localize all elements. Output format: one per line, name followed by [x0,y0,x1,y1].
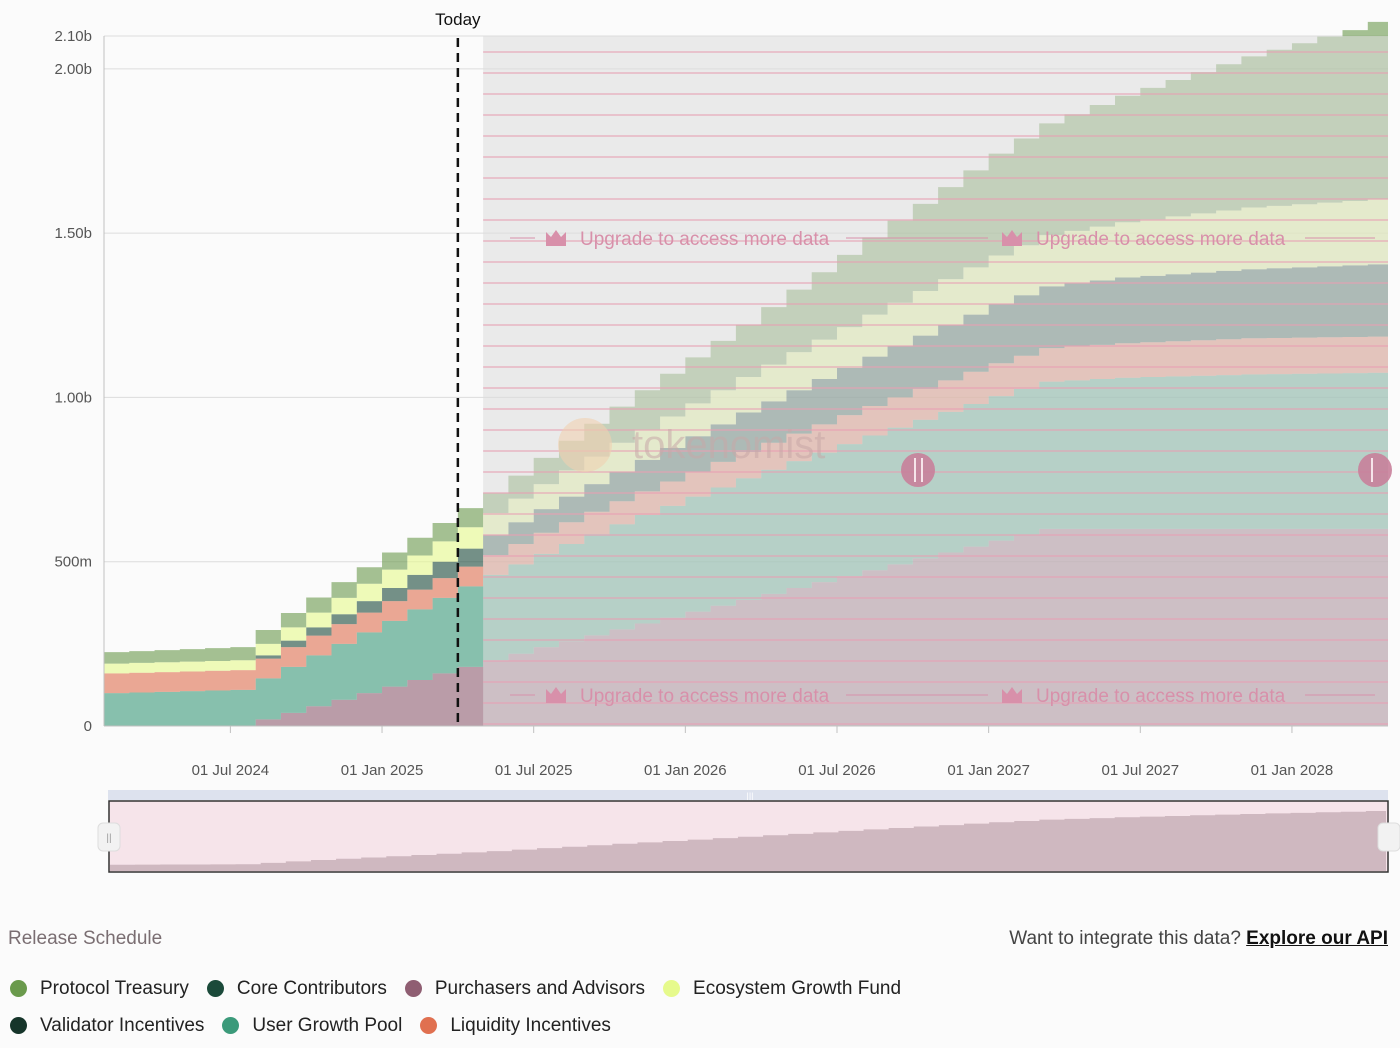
x-tick-label: 01 Jan 2028 [1251,762,1334,779]
upgrade-handle-right[interactable] [1358,453,1392,487]
today-marker: Today [435,10,481,726]
locked-region [483,36,1388,726]
explore-api-link[interactable]: Explore our API [1246,928,1388,949]
navigator-left-handle[interactable] [97,822,121,852]
crown-icon [1002,230,1022,246]
watermark-logo-icon [558,418,612,472]
navigator-area [110,811,1386,871]
y-axis: 0 500m 1.00b 1.50b 2.00b 2.10b [54,28,92,735]
upgrade-handle-mid[interactable] [901,453,935,487]
y-tick-label: 2.00b [54,61,92,78]
release-schedule-title: Release Schedule [8,928,163,949]
tokenomist-watermark: tokenomist [558,418,825,472]
legend-label: Protocol Treasury [40,977,189,999]
y-tick-label: 1.00b [54,389,92,406]
x-tick-label: 01 Jul 2025 [495,762,573,779]
legend-item-protocol-treasury[interactable]: Protocol Treasury [10,978,189,1000]
upgrade-banner-top-right[interactable]: Upgrade to access more data [1002,229,1375,250]
legend-color-dot-icon [10,980,27,997]
upgrade-banners[interactable]: Upgrade to access more data Upgrade to a… [510,229,1392,707]
y-tick-label: 2.10b [54,28,92,45]
x-tick-label: 01 Jan 2027 [947,762,1030,779]
x-tick-label: 01 Jul 2024 [192,762,270,779]
crown-icon [546,230,566,246]
legend-label: Ecosystem Growth Fund [693,977,902,999]
legend-label: Purchasers and Advisors [434,977,646,999]
legend-item-user-growth-pool[interactable]: User Growth Pool [222,1015,402,1037]
legend-item-liquidity-incentives[interactable]: Liquidity Incentives [420,1015,611,1037]
upgrade-label[interactable]: Upgrade to access more data [1036,229,1286,250]
legend-label: User Growth Pool [252,1014,403,1036]
legend-item-core-contributors[interactable]: Core Contributors [206,977,387,1000]
legend-color-dot-icon [222,1017,240,1034]
legend-color-dot-icon [404,980,422,997]
crown-icon [546,687,566,703]
legend-item-purchasers-and-advisors[interactable]: Purchasers and Advisors [404,977,646,1000]
navigator-scrollbar[interactable] [108,790,1388,800]
legend-item-ecosystem-growth-fund[interactable]: Ecosystem Growth Fund [663,978,901,1000]
upgrade-label[interactable]: Upgrade to access more data [1036,686,1286,707]
upgrade-label[interactable]: Upgrade to access more data [580,229,830,250]
legend-color-dot-icon [206,980,224,997]
legend-color-dot-icon [663,980,681,997]
series-area-liquidity-incentives[interactable] [104,336,1388,694]
legend-row: Protocol Treasury Core Contributors Purcha… [10,970,1010,1007]
y-tick-label: 0 [84,718,92,735]
legend-color-dot-icon [10,1017,27,1034]
legend-label: Core Contributors [236,977,387,999]
crown-icon [1002,687,1022,703]
navigator-scrollbar-grip-icon[interactable]: ||| [746,791,753,801]
y-tick-label: 1.50b [54,225,92,242]
range-navigator[interactable]: ||| || [97,790,1400,873]
y-tick-label: 500m [54,554,92,571]
upgrade-banner-bottom-right[interactable]: Upgrade to access more data [1002,686,1375,707]
watermark-text: tokenomist [632,423,825,467]
release-footer: Release Schedule Want to integrate this … [8,924,1388,954]
x-axis [103,36,1388,727]
upgrade-banner-top-left[interactable]: Upgrade to access more data [510,229,988,250]
x-axis-ticks: 01 Jul 2024 01 Jan 2025 01 Jul 2025 01 Jan … [192,726,1334,779]
x-tick-label: 01 Jul 2026 [798,762,876,779]
upgrade-handle-icon[interactable] [901,453,935,487]
locked-region-overlay [483,36,1388,726]
api-promo: Want to integrate this data? Explore our… [1009,928,1388,950]
navigator-right-handle[interactable] [1377,822,1400,852]
upgrade-label[interactable]: Upgrade to access more data [580,686,830,707]
legend-item-validator-incentives[interactable]: Validator Incentives [10,1015,204,1037]
x-tick-label: 01 Jan 2026 [644,762,727,779]
x-tick-label: 01 Jan 2025 [341,762,424,779]
upgrade-handle-icon[interactable] [1358,453,1392,487]
navigator-left-handle-grip-icon: || [106,833,111,844]
chart-legend: Protocol Treasury Core Contributors Purcha… [10,970,1010,1044]
upgrade-banner-bottom-left[interactable]: Upgrade to access more data [510,686,988,707]
today-label: Today [435,10,481,29]
x-tick-label: 01 Jul 2027 [1102,762,1180,779]
legend-label: Liquidity Incentives [450,1014,611,1036]
legend-label: Validator Incentives [40,1014,205,1036]
release-schedule-chart: 0 500m 1.00b 1.50b 2.00b 2.10b tokenomist Upg… [54,10,1400,873]
legend-color-dot-icon [420,1017,438,1034]
api-prompt: Want to integrate this data? [1009,928,1241,949]
legend-row: Validator Incentives User Growth Pool Liqu… [10,1007,1010,1044]
